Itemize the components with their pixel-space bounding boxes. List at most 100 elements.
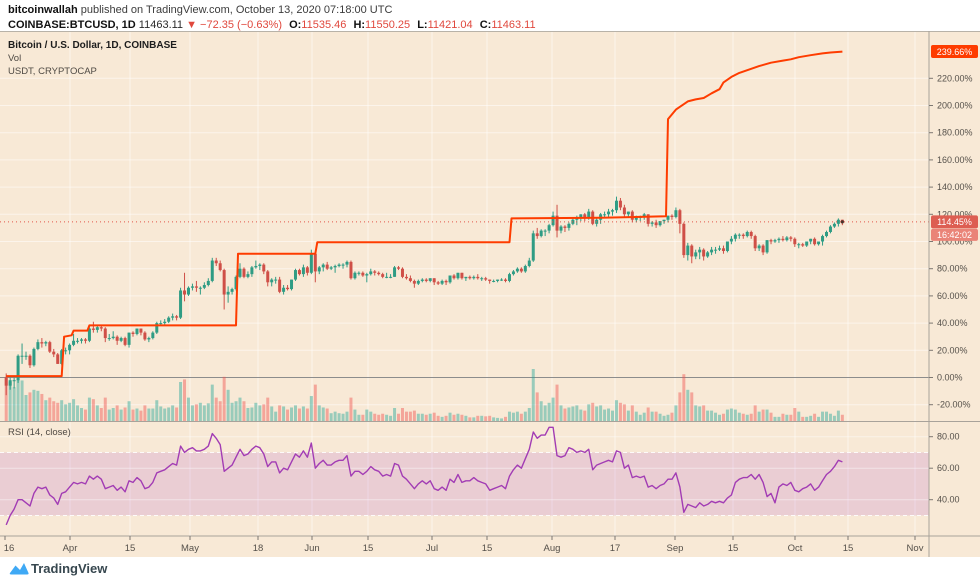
candle-body — [222, 270, 226, 295]
volume-bar — [147, 408, 151, 421]
volume-bar — [654, 411, 658, 421]
chart-area[interactable]: 220.00% 200.00% 180.00% 160.00% 140.00% 120.0… — [0, 31, 980, 557]
tradingview-brand[interactable]: TradingView — [31, 561, 108, 576]
volume-bar — [452, 414, 456, 421]
volume-bar — [607, 408, 611, 421]
candle-body — [761, 245, 765, 253]
candle-body — [373, 271, 377, 273]
volume-bar — [258, 405, 262, 421]
candle-body — [32, 348, 36, 366]
candle-body — [190, 286, 194, 288]
volume-bar — [361, 414, 365, 421]
volume-bar — [56, 402, 60, 421]
candle-body — [515, 268, 519, 272]
volume-bar — [48, 397, 52, 421]
volume-bar — [357, 414, 361, 421]
volume-bar — [440, 416, 444, 421]
candle-body — [377, 272, 381, 275]
volume-bar — [733, 409, 737, 421]
candle-body — [293, 270, 297, 280]
volume-bar — [349, 397, 353, 421]
volume-bar — [634, 411, 638, 421]
symbol-name[interactable]: COINBASE:BTCUSD, 1D — [8, 19, 136, 31]
candle-body — [714, 249, 718, 251]
price-axis-label: 200.00% — [937, 101, 973, 111]
candle-body — [551, 215, 555, 226]
time-axis-label: Jul — [426, 543, 438, 554]
volume-bar — [83, 409, 87, 421]
volume-bar — [547, 402, 551, 421]
candle-body — [179, 290, 183, 318]
candle-body — [8, 380, 12, 386]
price-axis-label: 180.00% — [937, 128, 973, 138]
candle-body — [793, 238, 797, 245]
candle-body — [678, 210, 682, 224]
volume-bar — [254, 402, 258, 421]
time-axis[interactable]: 16 Apr 15 May 18 Jun 15 Jul 15 Aug 17 Sep 15 Oct 15 Nov — [4, 536, 924, 554]
candle-body — [361, 272, 365, 276]
chart-background — [0, 31, 980, 557]
volume-bar — [32, 389, 36, 421]
volume-bar — [143, 405, 147, 421]
candle-body — [543, 230, 547, 232]
volume-bar — [642, 412, 646, 421]
candle-body — [440, 280, 444, 284]
candle-body — [694, 252, 698, 257]
volume-bar — [416, 413, 420, 421]
rsi-legend[interactable]: RSI (14, close) — [8, 427, 71, 438]
candle-body — [194, 286, 198, 288]
price-axis-label: 160.00% — [937, 155, 973, 165]
price-axis[interactable]: 220.00% 200.00% 180.00% 160.00% 140.00% 120.0… — [929, 73, 973, 505]
candle-body — [539, 230, 543, 237]
volume-bar — [424, 414, 428, 421]
volume-bar — [103, 397, 107, 421]
volume-bar — [432, 412, 436, 421]
volume-bar — [194, 404, 198, 421]
volume-bar — [385, 414, 389, 421]
volume-bar — [662, 415, 666, 421]
volume-bar — [345, 411, 349, 421]
volume-bar — [365, 409, 369, 421]
candle-body — [686, 245, 690, 256]
price-axis-label: -20.00% — [937, 400, 971, 410]
candle-body — [527, 260, 531, 266]
candle-body — [559, 226, 563, 231]
candle-body — [452, 275, 456, 279]
low-label: L: — [417, 19, 428, 31]
volume-bar — [210, 384, 214, 421]
candle-body — [682, 223, 686, 256]
volume-bar — [329, 413, 333, 421]
volume-bar — [206, 403, 210, 421]
volume-bar — [76, 405, 80, 421]
volume-legend[interactable]: Vol — [8, 53, 22, 64]
volume-bar — [622, 404, 626, 421]
volume-bar — [159, 406, 163, 421]
author-name[interactable]: bitcoinwallah — [8, 4, 78, 16]
volume-bar — [797, 411, 801, 421]
tradingview-logo-icon[interactable] — [8, 560, 30, 577]
candle-body — [91, 328, 95, 330]
candle-body — [614, 200, 618, 211]
volume-bar — [218, 401, 222, 421]
rsi-axis-label: 80.00 — [937, 432, 960, 442]
volume-bar — [167, 407, 171, 421]
candle-body — [412, 280, 416, 284]
main-series-title[interactable]: Bitcoin / U.S. Dollar, 1D, COINBASE — [8, 40, 177, 51]
candle-body — [36, 342, 40, 349]
candle-body — [801, 244, 805, 246]
candle-body — [95, 327, 99, 330]
chart-canvas[interactable]: 220.00%200.00%180.00%160.00%140.00%120.0… — [0, 31, 980, 557]
volume-bar — [824, 411, 828, 421]
volume-bar — [408, 411, 412, 421]
volume-bar — [686, 389, 690, 421]
candle-body — [583, 214, 587, 218]
volume-bar — [741, 413, 745, 421]
volume-bar — [828, 413, 832, 421]
volume-bar — [381, 413, 385, 421]
usdt-legend[interactable]: USDT, CRYPTOCAP — [8, 66, 97, 77]
candle-body — [567, 223, 571, 228]
volume-bar — [702, 405, 706, 421]
volume-bar — [832, 415, 836, 421]
volume-bar — [694, 405, 698, 421]
